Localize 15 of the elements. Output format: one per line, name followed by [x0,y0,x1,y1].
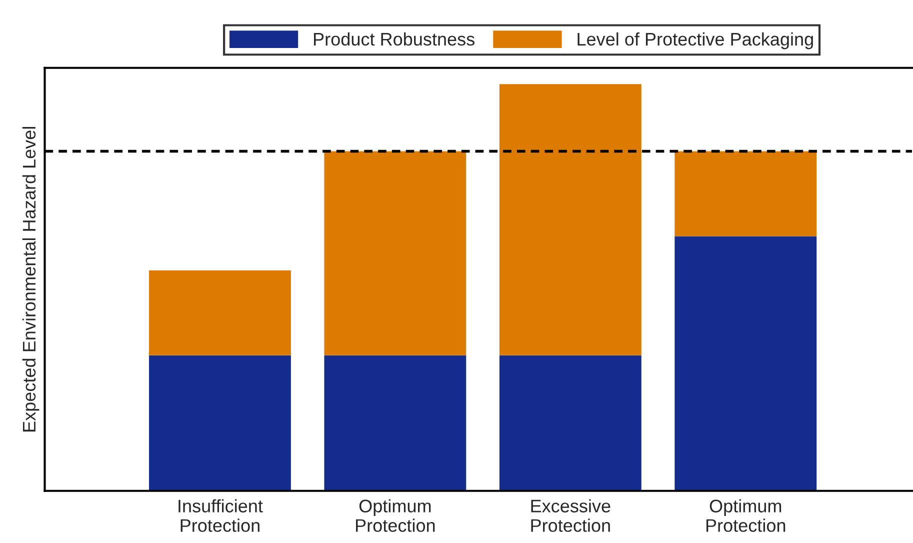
bar [674,236,817,491]
bar [324,355,466,491]
bar [148,270,291,356]
bar [148,355,291,491]
legend-label: Level of Protective Packaging [578,32,813,50]
y-axis-title: Expected Environmental Hazard Level [22,127,40,432]
bar [674,151,817,236]
bar [324,151,466,356]
x-tick-label: Optimum Protection [706,499,786,532]
bar [499,355,642,491]
x-tick-label: Insufficient Protection [178,499,263,532]
x-tick-label: Optimum Protection [356,499,435,532]
bar [499,84,642,356]
x-tick-label: Excessive Protection [531,499,610,532]
legend-label: Product Robustness [314,32,474,46]
